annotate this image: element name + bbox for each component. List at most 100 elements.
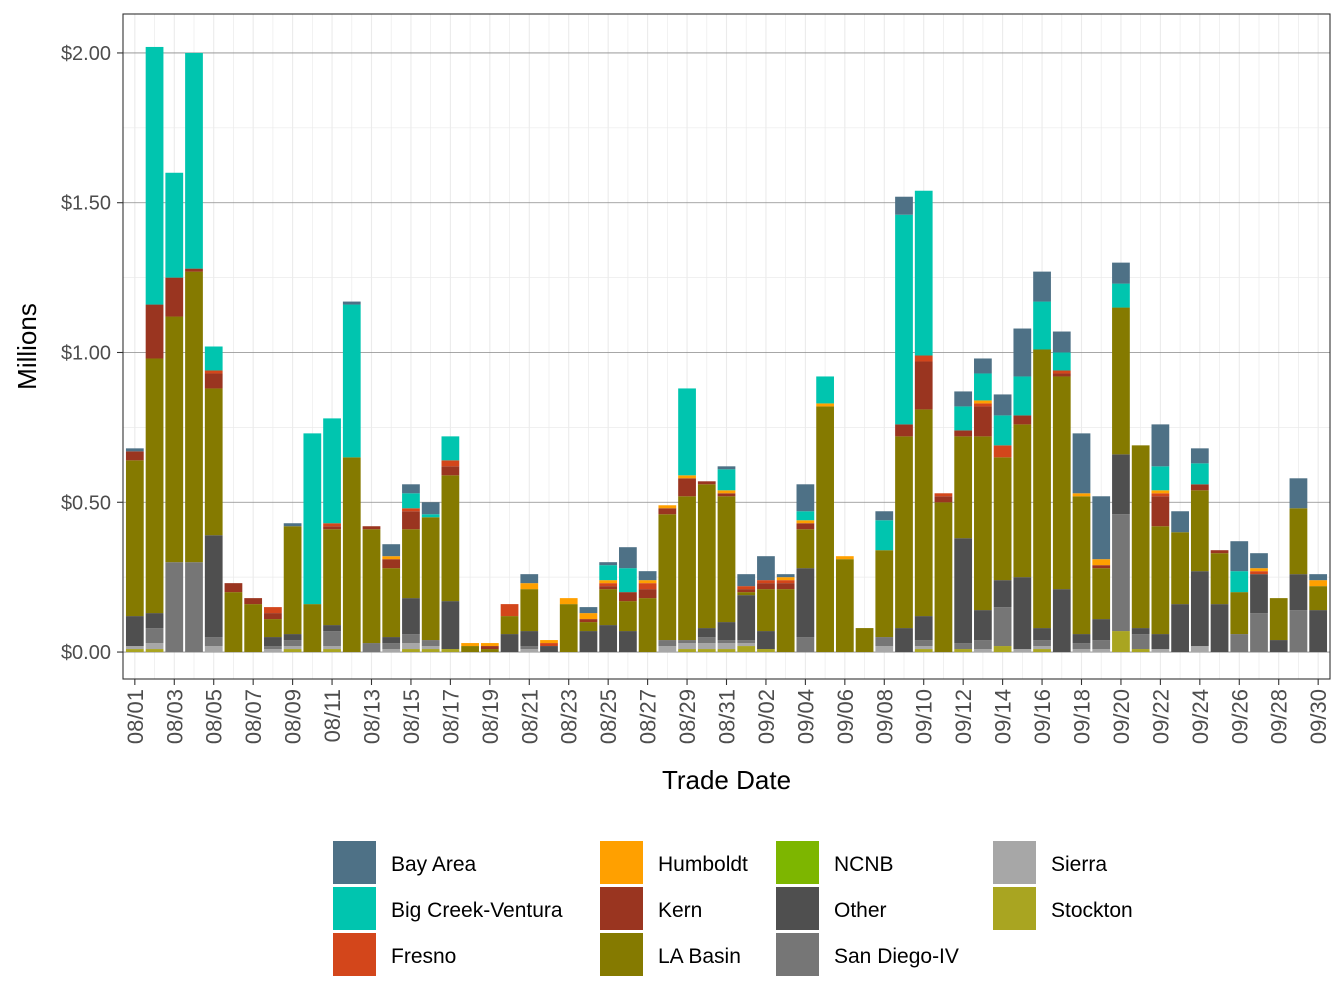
- bar-segment: [204, 646, 223, 653]
- bar-segment: [204, 373, 223, 389]
- bar-segment: [697, 637, 716, 644]
- bar-segment: [402, 493, 420, 509]
- bar-segment: [1013, 577, 1032, 650]
- bar-segment: [658, 640, 677, 647]
- bar-segment: [796, 568, 815, 638]
- bar-segment: [125, 649, 144, 653]
- bar-segment: [717, 640, 736, 644]
- bar-segment: [323, 529, 341, 626]
- bar-segment: [125, 451, 144, 461]
- bar-segment: [382, 556, 401, 560]
- x-tick-label: 09/02: [754, 689, 779, 744]
- bar-segment: [283, 649, 302, 653]
- bar-segment: [638, 589, 657, 599]
- x-tick-label: 08/11: [320, 689, 345, 742]
- bar-segment: [954, 430, 973, 437]
- bar-segment: [1151, 649, 1170, 653]
- bar-segment: [776, 583, 795, 590]
- bar-segment: [1250, 574, 1268, 614]
- bar-segment: [796, 484, 815, 512]
- bar-segment: [480, 646, 499, 650]
- bar-segment: [520, 631, 539, 647]
- bar-segment: [540, 640, 558, 644]
- bar-segment: [757, 556, 775, 581]
- bar-segment: [1190, 571, 1209, 647]
- bar-segment: [658, 508, 677, 515]
- bar-segment: [1072, 493, 1091, 497]
- bar-segment: [1112, 307, 1130, 455]
- x-tick-label: 08/07: [241, 689, 266, 744]
- bar-segment: [974, 610, 992, 641]
- bar-segment: [540, 643, 558, 647]
- bar-segment: [875, 646, 894, 653]
- legend-label: Bay Area: [391, 853, 477, 876]
- x-tick-label: 09/20: [1109, 689, 1134, 744]
- bar-segment: [323, 625, 341, 632]
- bar-segment: [717, 643, 736, 650]
- bar-segment: [934, 496, 953, 503]
- bar-segment: [1210, 550, 1229, 554]
- bar-segment: [737, 643, 756, 647]
- bar-segment: [1289, 508, 1308, 575]
- bar-segment: [895, 436, 913, 629]
- bar-segment: [875, 511, 894, 521]
- bar-segment: [283, 640, 302, 647]
- bar-segment: [1013, 376, 1032, 416]
- bar-segment: [737, 589, 756, 593]
- bar-segment: [145, 643, 164, 650]
- legend-label: San Diego-IV: [834, 945, 959, 968]
- bar-segment: [993, 607, 1012, 647]
- bar-segment: [441, 436, 460, 461]
- bar-segment: [776, 589, 795, 653]
- bar-segment: [303, 604, 322, 653]
- bar-segment: [382, 544, 401, 557]
- bar-segment: [599, 586, 618, 590]
- bar-segment: [362, 529, 381, 644]
- bar-segment: [1289, 610, 1308, 653]
- bar-segment: [678, 640, 696, 644]
- bar-segment: [185, 52, 203, 269]
- bar-segment: [954, 436, 973, 539]
- bar-segment: [835, 556, 854, 560]
- bar-segment: [717, 649, 736, 653]
- x-tick-label: 09/14: [991, 689, 1016, 744]
- x-tick-label: 08/01: [123, 689, 148, 744]
- bar-segment: [1190, 646, 1209, 653]
- bar-segment: [1112, 283, 1130, 308]
- bar-segment: [717, 466, 736, 470]
- bar-segment: [362, 526, 381, 530]
- bar-segment: [717, 493, 736, 497]
- bar-segment: [895, 424, 913, 437]
- bar-segment: [264, 649, 282, 653]
- bar-segment: [599, 562, 618, 566]
- bar-segment: [619, 568, 637, 593]
- bar-segment: [678, 496, 696, 641]
- bar-segment: [737, 595, 756, 641]
- bar-segment: [1052, 373, 1071, 377]
- bar-segment: [934, 502, 953, 653]
- bar-segment: [125, 448, 144, 452]
- bar-segment: [402, 529, 420, 599]
- bar-segment: [796, 529, 815, 569]
- bar-segment: [125, 616, 144, 647]
- bar-segment: [382, 649, 401, 653]
- bar-segment: [1151, 634, 1170, 650]
- bar-segment: [1171, 604, 1189, 653]
- bar-segment: [264, 619, 282, 638]
- bar-segment: [1131, 649, 1150, 653]
- bar-segment: [382, 643, 401, 650]
- bar-segment: [283, 646, 302, 650]
- bar-segment: [224, 583, 243, 593]
- bar-segment: [974, 403, 992, 407]
- bar-segment: [914, 190, 933, 356]
- x-tick-label: 08/15: [399, 689, 424, 744]
- bar-segment: [579, 613, 598, 620]
- bar-segment: [500, 616, 519, 635]
- x-tick-label: 08/29: [675, 689, 700, 744]
- y-axis-title: Millions: [12, 303, 42, 390]
- legend-swatch: [333, 887, 376, 930]
- bar-segment: [520, 574, 539, 584]
- bar-segment: [165, 277, 184, 317]
- bar-segment: [441, 460, 460, 467]
- bar-segment: [954, 406, 973, 431]
